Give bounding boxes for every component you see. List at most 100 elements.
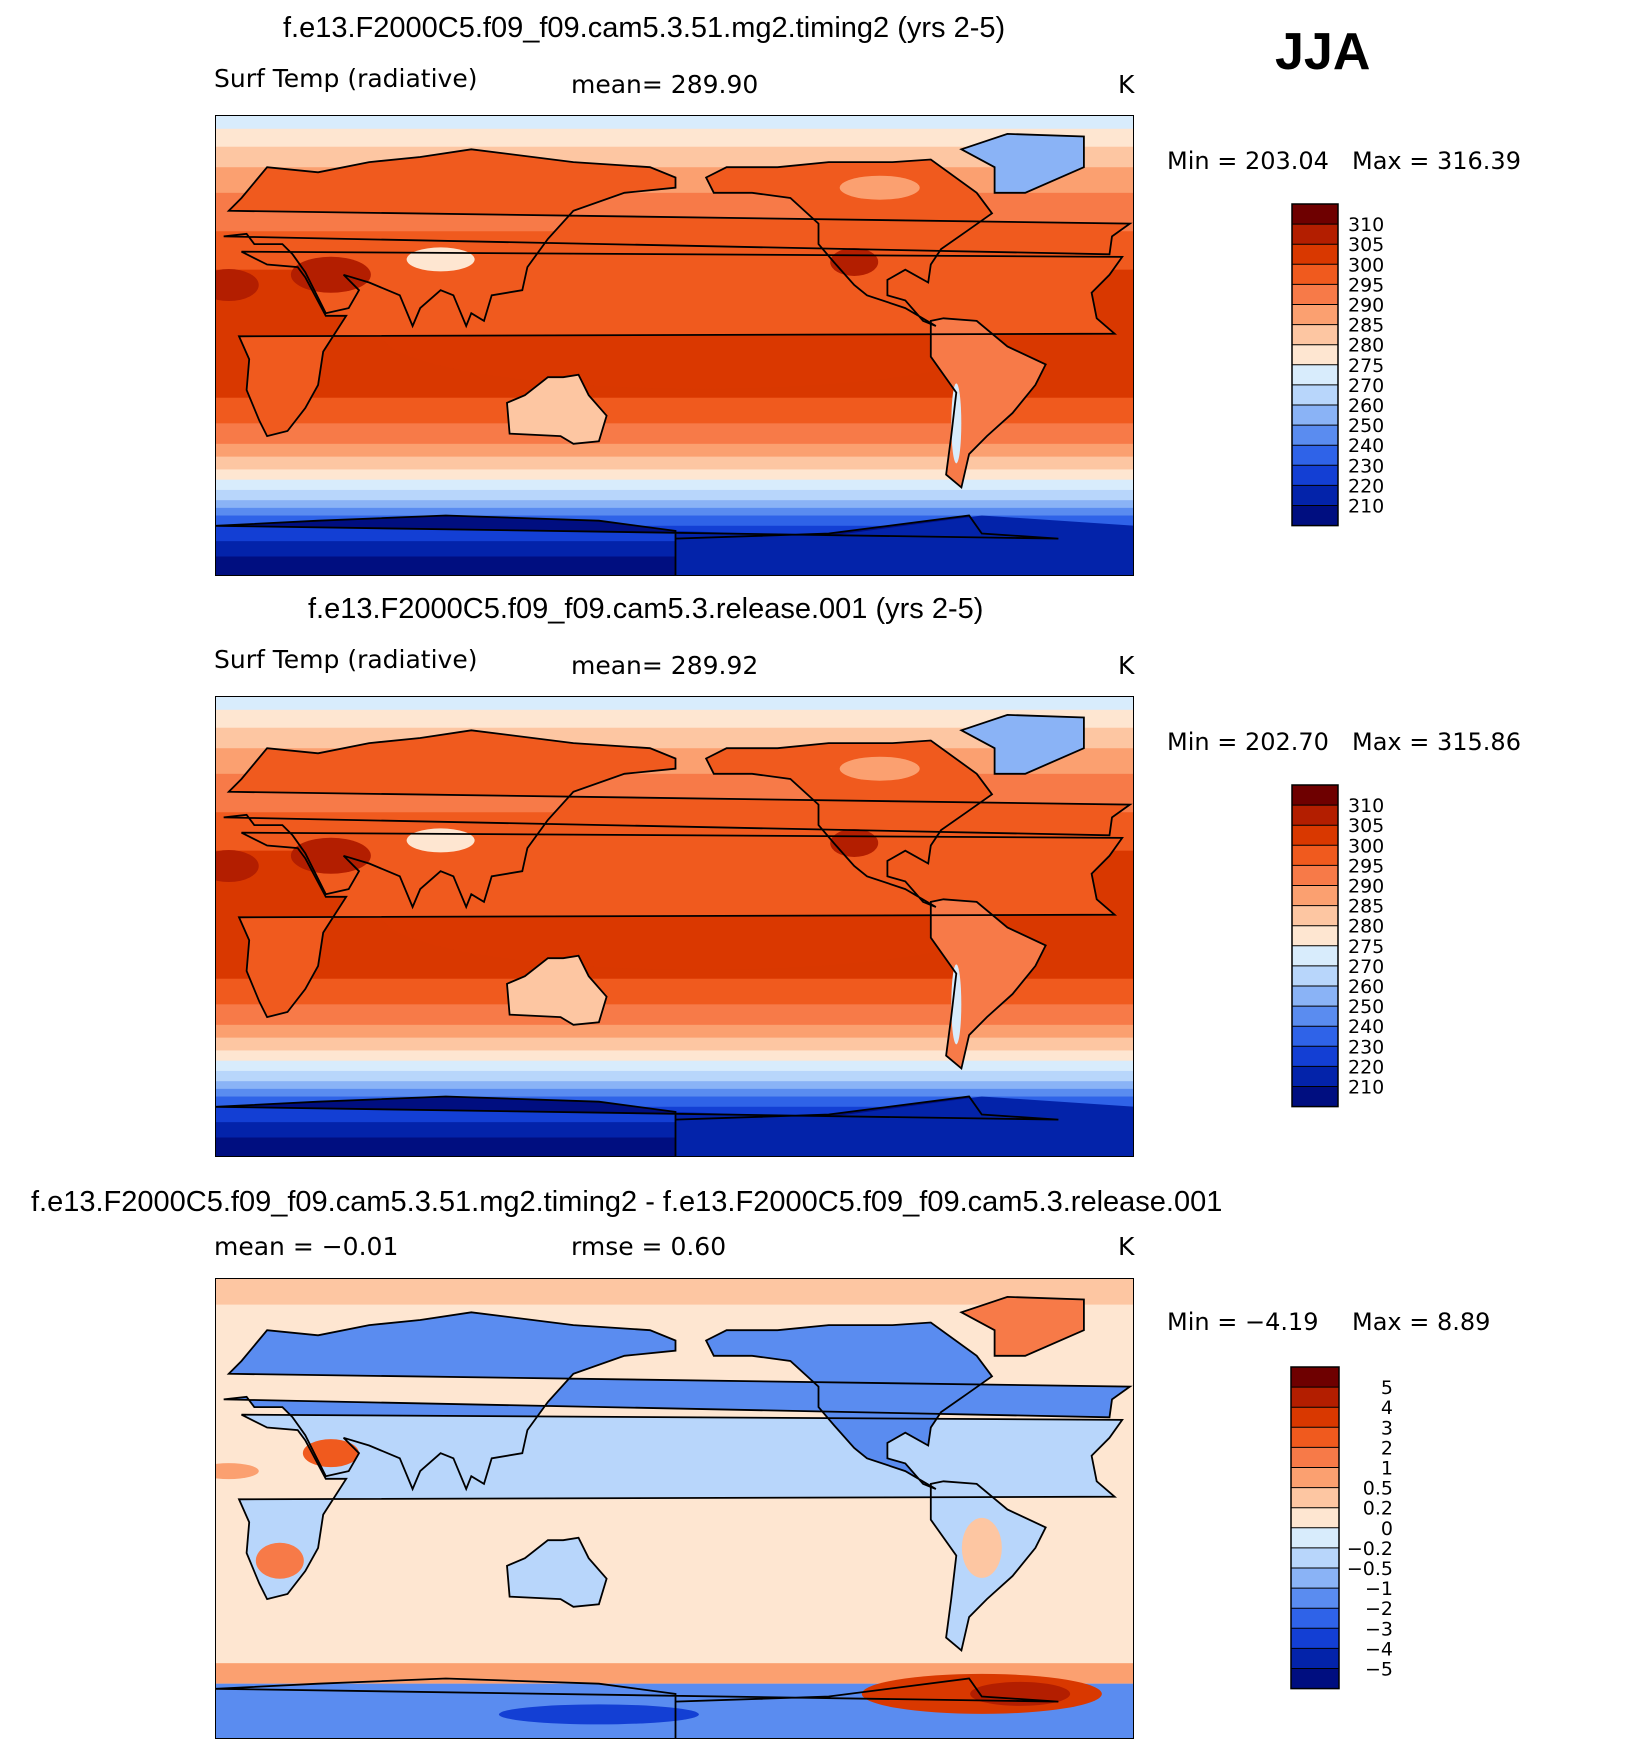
- field-band: [216, 1060, 1133, 1072]
- colorbar-tick-label: −2: [1365, 1598, 1393, 1620]
- colorbar-tick-label: 210: [1348, 1077, 1384, 1099]
- map-test: [215, 115, 1134, 576]
- land-field: [675, 515, 1133, 575]
- field-band: [216, 469, 1133, 481]
- field-band: [216, 423, 1133, 445]
- colorbar-box: [1292, 1026, 1338, 1047]
- field-band: [216, 128, 1133, 148]
- coastline: [216, 1677, 1059, 1738]
- field-band: [216, 1070, 1133, 1082]
- colorbar-tick-label: 260: [1348, 976, 1384, 998]
- coastline: [704, 1321, 994, 1490]
- colorbar-tick-label: 270: [1348, 956, 1384, 978]
- field-feature: [951, 383, 962, 464]
- colorbar-tick-label: −5: [1365, 1659, 1393, 1681]
- panel-control: f.e13.F2000C5.f09_f09.cam5.3.release.001…: [0, 581, 1638, 1161]
- field-band: [216, 1050, 1133, 1062]
- field-band: [216, 1081, 1133, 1090]
- colorbar-box: [1292, 1006, 1338, 1027]
- colorbar-box: [1292, 1066, 1338, 1087]
- land-field: [961, 714, 1084, 774]
- coastline: [959, 132, 1085, 194]
- colorbar-box: [1291, 1367, 1339, 1388]
- coastline: [929, 317, 1047, 490]
- colorbar-tick-label: 305: [1348, 234, 1384, 256]
- colorbar-box: [1292, 845, 1338, 866]
- field-band: [216, 1088, 1133, 1098]
- colorbar-tick-label: −4: [1365, 1638, 1393, 1660]
- mean-label: mean = −0.01: [214, 1232, 399, 1261]
- land-field: [507, 955, 607, 1025]
- colorbar-box: [1292, 785, 1338, 806]
- colorbar-tick-label: −1: [1365, 1578, 1393, 1600]
- colorbar-box: [1291, 1507, 1339, 1529]
- colorbar-frame: [1291, 784, 1339, 1108]
- colorbar-box: [1292, 304, 1338, 325]
- field-band: [216, 443, 1133, 458]
- colorbar-tick-label: 3: [1381, 1417, 1393, 1439]
- field-band: [216, 500, 1133, 509]
- min-label: Min = 203.04: [1167, 147, 1329, 175]
- panel-test: f.e13.F2000C5.f09_f09.cam5.3.51.mg2.timi…: [0, 0, 1638, 580]
- field-feature: [951, 964, 962, 1045]
- coastline: [216, 514, 1059, 575]
- coastline: [237, 250, 1124, 438]
- variable-label: Surf Temp (radiative): [214, 64, 478, 93]
- land-field: [239, 251, 1123, 437]
- colorbar-box: [1292, 986, 1338, 1007]
- colorbar-tick-label: 250: [1348, 415, 1384, 437]
- colorbar-test: 3103053002952902852802752702602502402302…: [1291, 203, 1384, 527]
- field-feature: [255, 1542, 304, 1579]
- field-band: [216, 456, 1133, 470]
- land-field: [706, 740, 992, 907]
- field-feature: [216, 850, 259, 883]
- colorbar-tick-label: 290: [1348, 295, 1384, 317]
- colorbar-tick-label: 280: [1348, 916, 1384, 938]
- field-band: [216, 709, 1133, 729]
- land-field: [706, 1322, 992, 1489]
- colorbar-box: [1292, 485, 1338, 506]
- panel-title: f.e13.F2000C5.f09_f09.cam5.3.51.mg2.timi…: [31, 1186, 1223, 1218]
- colorbar-box: [1291, 1407, 1339, 1428]
- land-field: [507, 374, 607, 444]
- colorbar-tick-label: −0.5: [1347, 1558, 1393, 1580]
- colorbar-box: [1292, 505, 1338, 526]
- colorbar-box: [1292, 965, 1338, 987]
- colorbar-tick-label: 270: [1348, 375, 1384, 397]
- map-control: [215, 696, 1134, 1157]
- colorbar-tick-label: 300: [1348, 254, 1384, 276]
- land-field: [239, 832, 1123, 1018]
- coastline: [959, 1295, 1085, 1357]
- field-feature: [216, 269, 259, 302]
- colorbar-box: [1292, 945, 1338, 967]
- colorbar-tick-label: 295: [1348, 274, 1384, 296]
- land-field: [507, 1537, 607, 1607]
- coastlines: [216, 132, 1133, 575]
- field-band: [216, 489, 1133, 501]
- colorbar-tick-label: 250: [1348, 996, 1384, 1018]
- colorbar-tick-label: 5: [1381, 1377, 1393, 1399]
- colorbar-box: [1291, 1628, 1339, 1649]
- colorbar-box: [1292, 204, 1338, 225]
- coastline: [704, 158, 994, 327]
- coastline: [223, 1311, 1133, 1492]
- panel-title: f.e13.F2000C5.f09_f09.cam5.3.release.001…: [308, 593, 984, 625]
- coastline: [929, 898, 1047, 1071]
- field-band: [216, 479, 1133, 491]
- colorbar-tick-label: 0.5: [1363, 1478, 1393, 1500]
- colorbar-tick-label: 240: [1348, 435, 1384, 457]
- colorbar-box: [1292, 1086, 1338, 1107]
- field-band: [216, 697, 1133, 711]
- colorbar-tick-label: 210: [1348, 496, 1384, 518]
- colorbar-box: [1291, 1568, 1339, 1589]
- colorbar-box: [1292, 865, 1338, 886]
- colorbar-tick-label: 305: [1348, 815, 1384, 837]
- colorbar-tick-label: 230: [1348, 1036, 1384, 1058]
- colorbar-tick-label: 280: [1348, 335, 1384, 357]
- field-band: [216, 507, 1133, 517]
- colorbar-box: [1291, 1527, 1339, 1549]
- units-label: K: [1118, 651, 1135, 680]
- field-band: [216, 1024, 1133, 1039]
- colorbar-box: [1292, 465, 1338, 486]
